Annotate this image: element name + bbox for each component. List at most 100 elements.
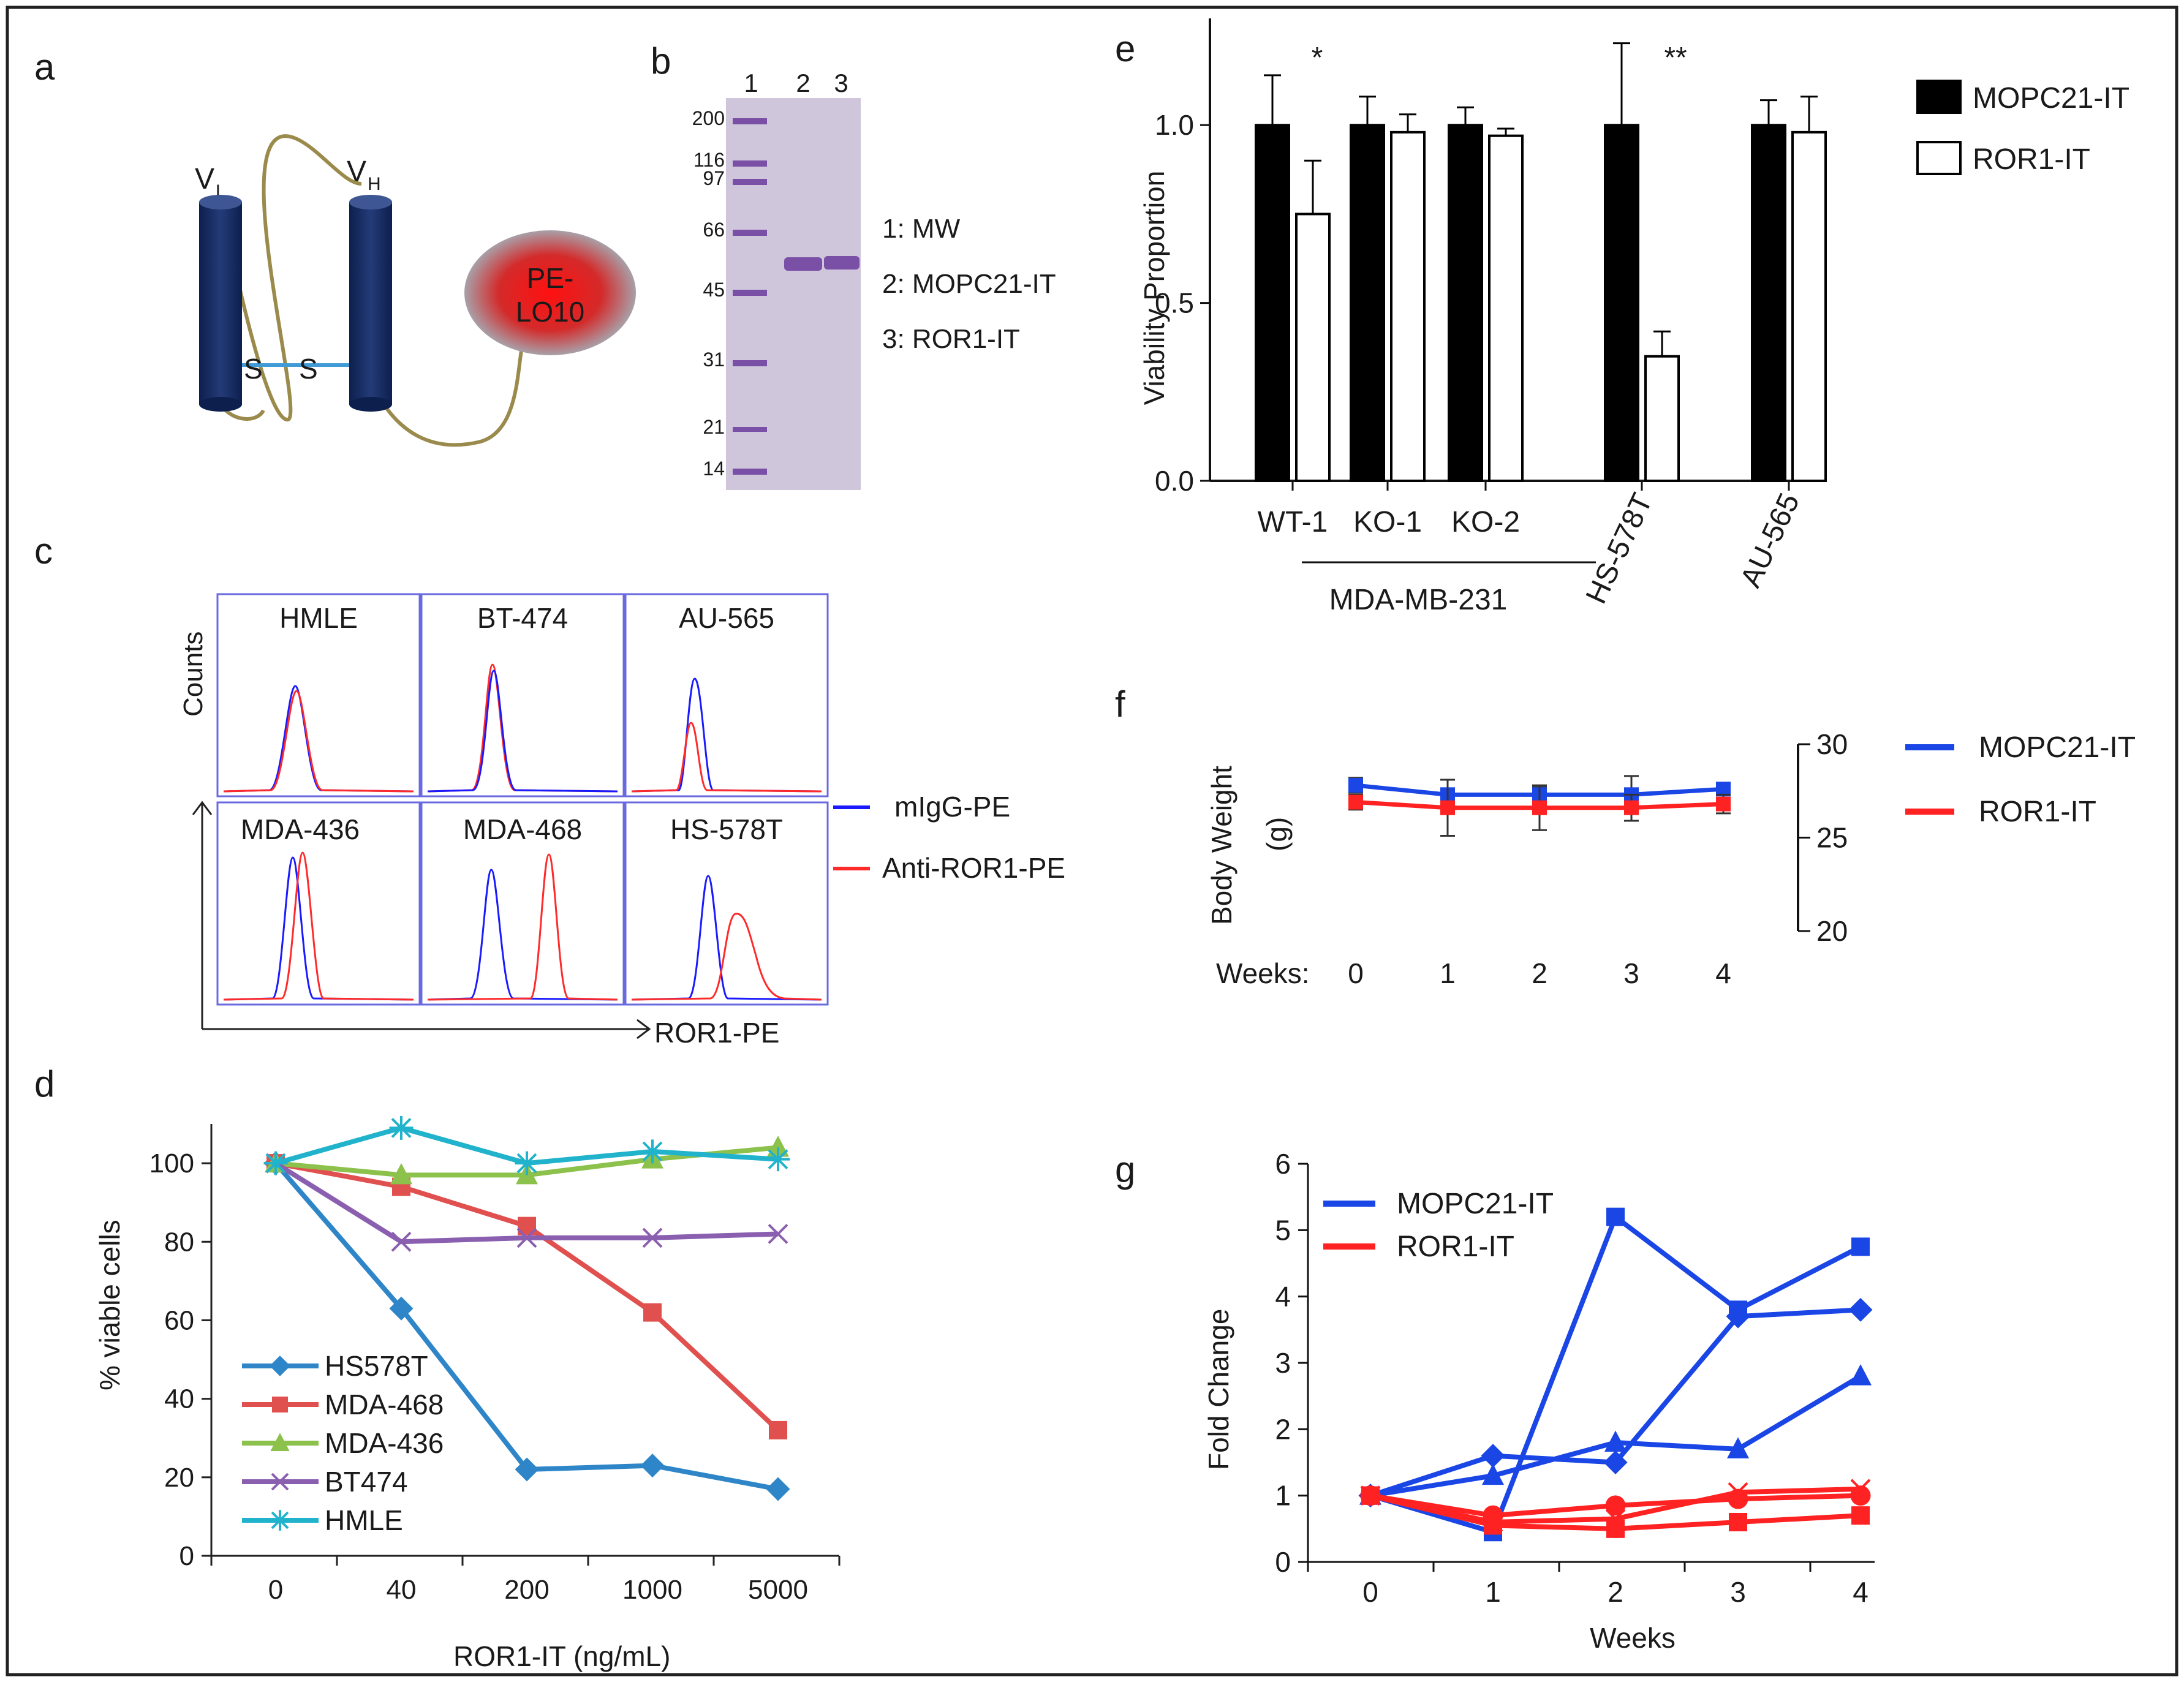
x-tick-label: KO-1 [1353, 506, 1422, 538]
panel-label-c: c [34, 530, 53, 571]
vh-domain [349, 195, 392, 412]
x-tick-label: 4 [1853, 1576, 1868, 1608]
y-tick-label: 0.0 [1155, 465, 1194, 497]
ladder-band [733, 230, 767, 236]
panel-label-b: b [651, 40, 671, 81]
data-point-MOPC21-IT [1603, 1450, 1628, 1474]
lane-label: 3 [834, 69, 848, 97]
legend-label-migg: mIgG-PE [894, 791, 1010, 823]
toxin-label-line2: LO10 [516, 296, 585, 328]
x-tick-label: 0 [268, 1575, 283, 1605]
bar-MOPC21-IT-KO-1 [1350, 124, 1385, 482]
toxin-label-line1: PE- [527, 262, 574, 294]
histo-box-mda468 [420, 801, 625, 1006]
legend-label-ROR1-IT: ROR1-IT [1973, 143, 2090, 176]
bar-ROR1-IT-WT-1 [1295, 213, 1331, 482]
data-point-MOPC21-IT [1482, 1463, 1504, 1485]
lane-label: 1 [744, 69, 758, 97]
panel-label-e: e [1115, 28, 1135, 69]
legend-swatch-MOPC21-IT [1916, 80, 1962, 114]
data-point-HS578T [640, 1454, 665, 1478]
mw-marker: 66 [703, 219, 725, 241]
data-point-ROR1-IT [1348, 794, 1363, 810]
axis-title-weeks: Weeks [1590, 1622, 1676, 1654]
gel-legend-item: 2: MOPC21-IT [882, 269, 1056, 299]
bar-ROR1-IT-KO-1 [1390, 130, 1426, 483]
group-label-mdamb231: MDA-MB-231 [1329, 584, 1508, 616]
legend-marker-HS578T [270, 1356, 290, 1376]
y-tick-label: 1 [1275, 1480, 1291, 1512]
data-point-HMLE [389, 1115, 414, 1140]
legend-marker-MDA-436 [270, 1433, 290, 1451]
legend-label-MOPC21-IT: MOPC21-IT [1973, 82, 2129, 115]
axis-title-fold-change: Fold Change [1203, 1309, 1234, 1470]
cell-line-label: HS-578T [670, 813, 783, 845]
data-point-HMLE [766, 1147, 790, 1172]
ladder-band [733, 290, 767, 296]
ladder-band [733, 160, 767, 167]
data-point-ROR1-IT [1850, 1479, 1871, 1499]
histo-ror1-mda436 [223, 851, 414, 1001]
data-point-ROR1-IT [1728, 1482, 1748, 1503]
y-tick-label: 2 [1275, 1413, 1291, 1445]
histo-box-au565 [624, 593, 829, 798]
axis-title-grams: (g) [1261, 817, 1293, 851]
data-point-ROR1-IT [1624, 800, 1639, 815]
histo-ror1-hmle [223, 690, 414, 793]
histogram-grid [216, 593, 829, 1006]
significance-wt1: * [1312, 42, 1323, 74]
histo-ror1-mda468 [427, 853, 618, 1001]
lane-label: 2 [796, 69, 810, 97]
mw-marker: 14 [703, 458, 725, 480]
cell-line-label: MDA-436 [241, 813, 360, 845]
weeks-prefix: Weeks: [1216, 957, 1310, 989]
ladder-band [733, 469, 767, 475]
bar-MOPC21-IT-AU-565 [1751, 124, 1786, 482]
legend-label-BT474: BT474 [325, 1466, 408, 1498]
data-point-ROR1-IT [1532, 800, 1547, 815]
chart-f: 20 25 30 0 1 2 3 4 MOPC21-IT ROR1-IT [1348, 728, 2136, 989]
data-point-HS578T [766, 1477, 790, 1501]
x-tick-label: 200 [504, 1575, 549, 1605]
data-point-MOPC21-IT [1726, 1304, 1750, 1329]
gel-legend-item: 1: MW [882, 214, 961, 244]
y-tick-label: 30 [1816, 728, 1848, 760]
protein-band-mopc21 [784, 257, 822, 271]
x-tick-label: 40 [387, 1575, 417, 1605]
y-tick-label: 6 [1275, 1148, 1291, 1180]
peptide-linker [219, 134, 529, 447]
histo-mIgG-hmle [223, 685, 414, 793]
y-tick-label: 4 [1275, 1281, 1291, 1313]
significance-hs578t: ** [1664, 42, 1687, 74]
panel-g: g Fold Change Weeks 0 1 2 3 4 5 6 0 1 2 3 4 MOPC21-I… [1115, 1148, 1875, 1654]
y-tick-label: 25 [1816, 822, 1848, 854]
ladder-band [733, 427, 767, 432]
ror1-axis-arrow [637, 1019, 651, 1039]
histo-box-mda436 [216, 801, 421, 1006]
axis-title-ror1pe: ROR1-PE [654, 1017, 779, 1049]
panel-e: e Viability Proportion 0.0 0.5 1.0 WT-1 KO-1… [1115, 18, 2129, 616]
mw-marker: 116 [693, 149, 725, 171]
ladder-band [733, 118, 767, 124]
legend-label-ROR1-IT: ROR1-IT [1397, 1231, 1514, 1263]
x-tick-label: 1 [1440, 957, 1456, 989]
data-point-ROR1-IT [1440, 800, 1455, 815]
legend-marker-BT474 [271, 1473, 289, 1491]
y-tick-label: 0 [179, 1541, 194, 1571]
data-point-BT474 [768, 1224, 788, 1244]
panel-c: c Counts ROR1-PE [34, 530, 1065, 1049]
legend-swatch-ROR1-IT [1916, 141, 1962, 175]
y-tick-label: 0.5 [1155, 287, 1194, 319]
x-tick-label: 0 [1348, 957, 1364, 989]
bar-MOPC21-IT-KO-2 [1448, 124, 1483, 482]
data-point-ROR1-IT [1716, 796, 1731, 812]
bar-ROR1-IT-HS-578T [1644, 355, 1680, 482]
x-tick-label: 3 [1730, 1576, 1746, 1608]
axis-title-viable: % viable cells [94, 1220, 126, 1390]
axis-title-viability: Viability Proportion [1138, 171, 1170, 405]
data-point-ROR1-IT [1605, 1495, 1626, 1516]
panel-b: b 1 2 3 200 116 97 66 45 31 21 14 1: M [651, 40, 1056, 490]
cell-line-label: BT-474 [477, 602, 568, 634]
